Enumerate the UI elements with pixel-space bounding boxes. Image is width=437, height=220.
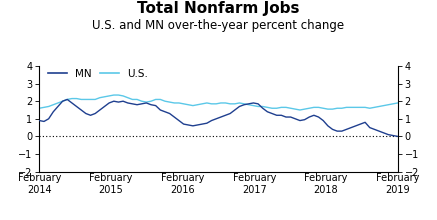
Text: U.S. and MN over-the-year percent change: U.S. and MN over-the-year percent change bbox=[93, 19, 344, 32]
Legend: MN, U.S.: MN, U.S. bbox=[48, 69, 148, 79]
Text: Total Nonfarm Jobs: Total Nonfarm Jobs bbox=[137, 1, 300, 16]
